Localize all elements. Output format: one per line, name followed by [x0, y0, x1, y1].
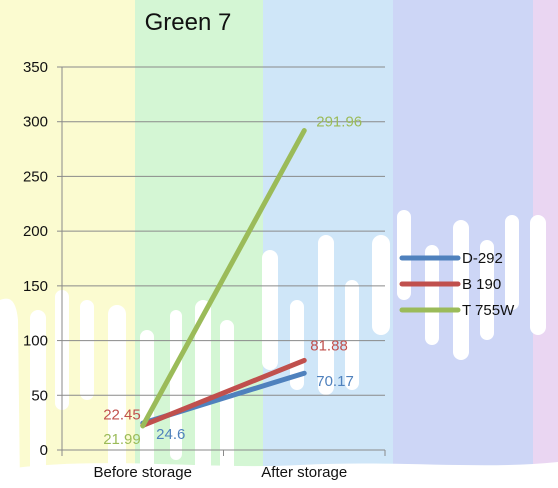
y-tick-label: 250	[23, 168, 48, 185]
y-tick-label: 350	[23, 59, 48, 76]
chart-title: Green 7	[145, 9, 232, 36]
data-label: 81.88	[310, 337, 348, 354]
data-label: 291.96	[316, 114, 362, 131]
data-labels: 24.6 70.17 22.45 81.88 21.99 291.96	[103, 114, 362, 448]
legend-label: T 755W	[462, 302, 515, 319]
y-tick-label: 100	[23, 333, 48, 350]
data-label: 22.45	[103, 406, 141, 423]
series-line-1	[140, 357, 307, 428]
y-tick-label: 300	[23, 114, 48, 131]
y-tick-label: 0	[40, 442, 48, 459]
y-tick-label: 150	[23, 278, 48, 295]
gridlines	[57, 66, 386, 456]
y-tick-label: 50	[31, 387, 48, 404]
legend-label: D-292	[462, 250, 503, 267]
data-label: 21.99	[103, 431, 141, 448]
x-axis-categories: Before storage After storage	[94, 464, 348, 481]
x-category-label: Before storage	[94, 464, 192, 481]
data-label: 24.6	[156, 426, 185, 443]
legend: D-292 B 190 T 755W	[399, 250, 515, 319]
y-axis-ticks: 0 50 100 150 200 250 300 350	[23, 59, 48, 459]
x-category-label: After storage	[261, 464, 347, 481]
legend-label: B 190	[462, 276, 501, 293]
data-label: 70.17	[316, 373, 354, 390]
y-tick-label: 200	[23, 223, 48, 240]
series-lines	[140, 128, 307, 429]
series-line-2	[140, 128, 307, 429]
